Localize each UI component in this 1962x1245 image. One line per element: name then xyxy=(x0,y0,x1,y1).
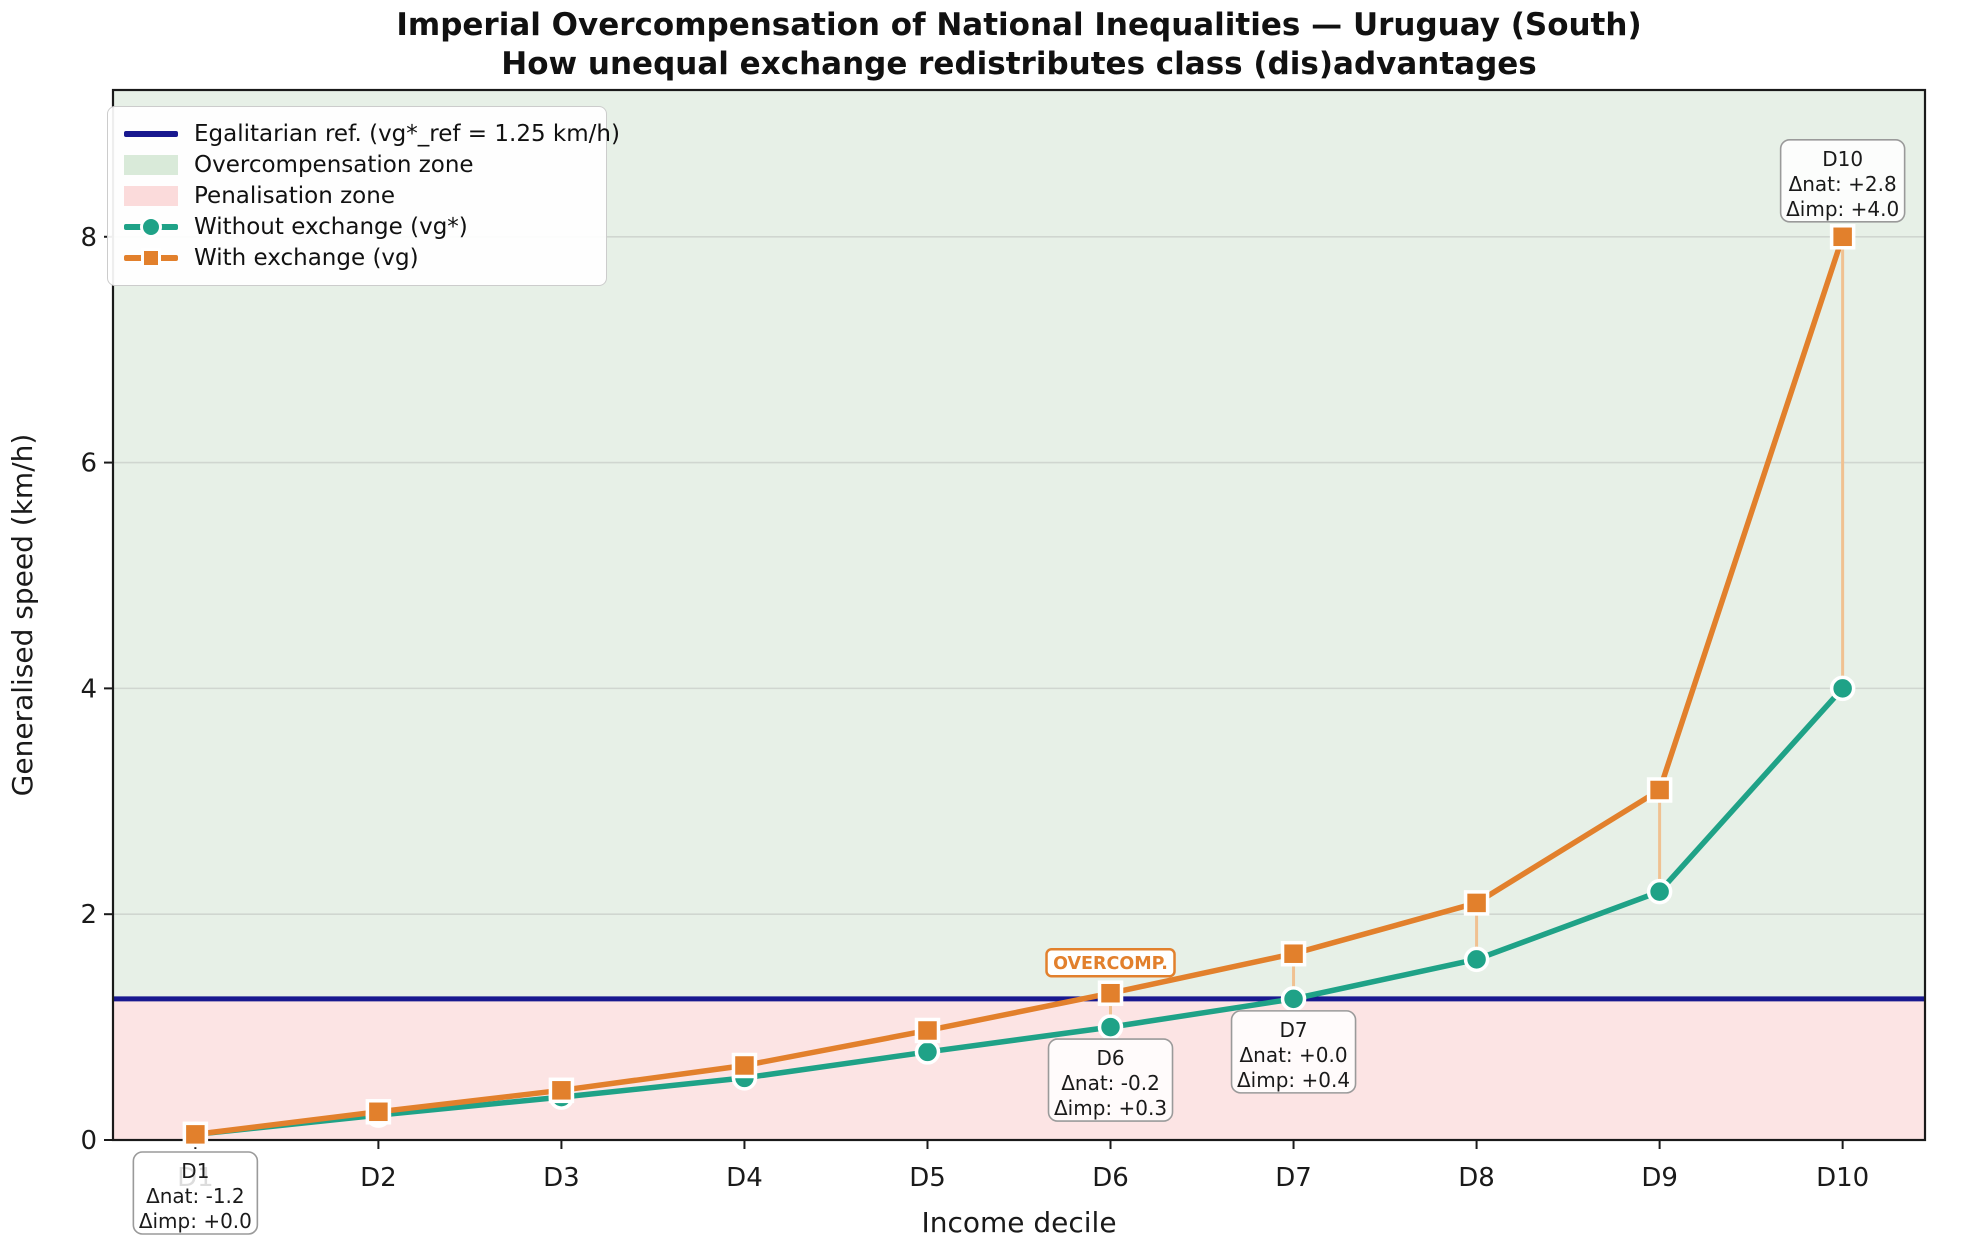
overcomp-badge: OVERCOMP. xyxy=(1045,947,1176,978)
y-axis-label: Generalised speed (km/h) xyxy=(6,434,39,797)
annotation-text: Δnat: -0.2 xyxy=(1061,1071,1160,1095)
square-marker xyxy=(365,1099,392,1125)
plot-border xyxy=(111,88,1927,1142)
x-tick-label: D2 xyxy=(360,1163,397,1193)
annotation-text: D10 xyxy=(1822,147,1863,171)
x-axis-label: Income decile xyxy=(921,1206,1116,1239)
x-tick-label: D5 xyxy=(909,1163,946,1193)
y-tick-label: 2 xyxy=(80,900,97,930)
square-marker xyxy=(1463,890,1490,916)
chart-title: Imperial Overcompensation of National In… xyxy=(396,7,1642,43)
x-tick-label: D9 xyxy=(1641,1163,1678,1193)
square-marker xyxy=(914,1017,941,1044)
y-tick-label: 4 xyxy=(80,674,97,704)
y-tick-label: 8 xyxy=(80,223,97,253)
circle-marker xyxy=(1646,878,1673,905)
gridlines xyxy=(113,235,1925,915)
x-tick-label: D10 xyxy=(1816,1163,1869,1193)
annotation-text: Δnat: +0.0 xyxy=(1239,1043,1347,1067)
legend-label-with-exchange: With exchange (vg) xyxy=(194,245,419,271)
square-marker xyxy=(1646,777,1673,803)
legend-item-without-exchange: Without exchange (vg*) xyxy=(124,212,590,242)
square-marker xyxy=(548,1077,575,1104)
circle-marker-icon xyxy=(140,216,162,238)
legend-label-reference: Egalitarian ref. (vg*_ref = 1.25 km/h) xyxy=(194,121,620,147)
without-exchange-swatch xyxy=(124,214,178,240)
legend-box: Egalitarian ref. (vg*_ref = 1.25 km/h) O… xyxy=(107,106,620,286)
circle-marker xyxy=(1463,946,1490,973)
x-tick-label: D7 xyxy=(1275,1163,1312,1193)
x-tick-label: D4 xyxy=(726,1163,763,1193)
overcomp-badge-text: OVERCOMP. xyxy=(1053,954,1168,974)
annotation-text: Δimp: +4.0 xyxy=(1786,197,1899,221)
series-line-with-exchange xyxy=(192,234,1846,1138)
x-tick-label: D8 xyxy=(1458,1163,1495,1193)
reference-line-swatch xyxy=(124,121,178,147)
x-tick-label: D6 xyxy=(1092,1163,1129,1193)
series-line-without-exchange xyxy=(192,685,1846,1138)
legend-label-overcompensation-zone: Overcompensation zone xyxy=(194,152,474,178)
annotation-text: Δimp: +0.3 xyxy=(1054,1096,1167,1120)
x-tick-label: D3 xyxy=(543,1163,580,1193)
chart-subtitle: How unequal exchange redistributes class… xyxy=(501,46,1537,82)
square-marker xyxy=(731,1052,758,1079)
annotation-text: D7 xyxy=(1279,1018,1307,1042)
square-marker xyxy=(1829,224,1856,250)
square-marker xyxy=(182,1121,209,1148)
square-marker-icon xyxy=(141,248,161,268)
square-marker xyxy=(1280,940,1307,967)
annotation-box xyxy=(132,1151,259,1235)
penalisation-zone xyxy=(113,998,1925,1140)
circle-marker xyxy=(1280,986,1307,1012)
circle-marker xyxy=(914,1039,941,1065)
overcompensation-zone-swatch xyxy=(124,152,178,178)
legend-label-without-exchange: Without exchange (vg*) xyxy=(194,214,468,240)
legend-item-with-exchange: With exchange (vg) xyxy=(124,243,590,273)
annotation-box xyxy=(1047,1038,1174,1122)
circle-marker xyxy=(1097,1014,1124,1040)
annotation-text: D6 xyxy=(1096,1046,1124,1070)
penalisation-zone-swatch xyxy=(124,183,178,209)
annotation-text: Δnat: +2.8 xyxy=(1789,172,1897,196)
legend-item-penalisation-zone: Penalisation zone xyxy=(124,181,590,211)
annotation-text: D1 xyxy=(181,1159,209,1183)
square-marker xyxy=(1097,980,1124,1006)
annotation-text: Δimp: +0.0 xyxy=(139,1209,252,1233)
annotation-box xyxy=(1230,1010,1357,1094)
legend-item-reference: Egalitarian ref. (vg*_ref = 1.25 km/h) xyxy=(124,119,620,149)
overcomp-badge-box xyxy=(1045,947,1176,978)
markers-with-exchange xyxy=(182,224,1856,1148)
y-tick-label: 0 xyxy=(80,1126,97,1156)
circle-marker xyxy=(1829,675,1856,702)
title-block: Imperial Overcompensation of National In… xyxy=(113,6,1925,84)
with-exchange-swatch xyxy=(124,245,178,271)
y-tick-label: 6 xyxy=(80,449,97,479)
legend-label-penalisation-zone: Penalisation zone xyxy=(194,183,395,209)
annotation-text: Δnat: -1.2 xyxy=(146,1184,245,1208)
legend-item-overcompensation-zone: Overcompensation zone xyxy=(124,150,590,180)
annotation-box xyxy=(1779,138,1906,223)
annotation-text: Δimp: +0.4 xyxy=(1237,1068,1350,1092)
axes: D1 D2 D3 D4 D5 D6 D7 D8 D9 D10 0 2 4 6 8 Income decile G… xyxy=(6,88,1927,1239)
